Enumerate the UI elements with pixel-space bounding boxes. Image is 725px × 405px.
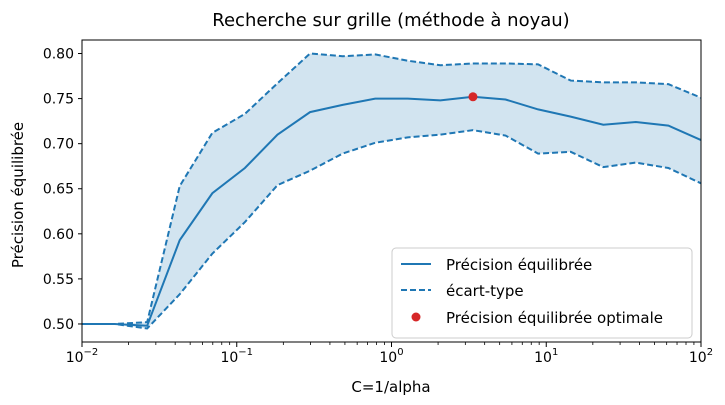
x-axis-label: C=1/alpha [351,378,430,396]
optimal-point [468,92,478,102]
y-tick-label: 0.55 [43,272,74,288]
std-lower-line [82,129,702,330]
legend-box [391,247,693,339]
legend-label-mean: Précision équilibrée [446,256,592,274]
x-tick-label: 10−1 [220,347,253,366]
y-axis-label: Précision équilibrée [9,122,27,268]
y-tick-label: 0.70 [43,137,74,153]
y-tick-label: 0.60 [43,227,74,243]
chart-title: Recherche sur grille (méthode à noyau) [212,10,569,31]
std-upper-line [82,52,702,325]
legend-marker-optimal [411,312,421,322]
mean-line [82,95,702,327]
legend: Précision équilibrée écart-type Précisio… [391,247,693,339]
x-tick-label: 101 [534,347,558,366]
legend-label-optimal: Précision équilibrée optimale [446,309,663,327]
y-tick-label: 0.65 [43,182,74,198]
y-tick-label: 0.75 [43,92,74,108]
legend-label-std: écart-type [446,282,524,300]
x-tick-label: 100 [379,347,403,366]
y-tick-label: 0.50 [43,317,74,333]
y-tick-label: 0.80 [43,47,74,63]
x-tick-label: 10−2 [66,347,99,366]
x-tick-label: 102 [689,347,713,366]
std-band [82,53,701,329]
